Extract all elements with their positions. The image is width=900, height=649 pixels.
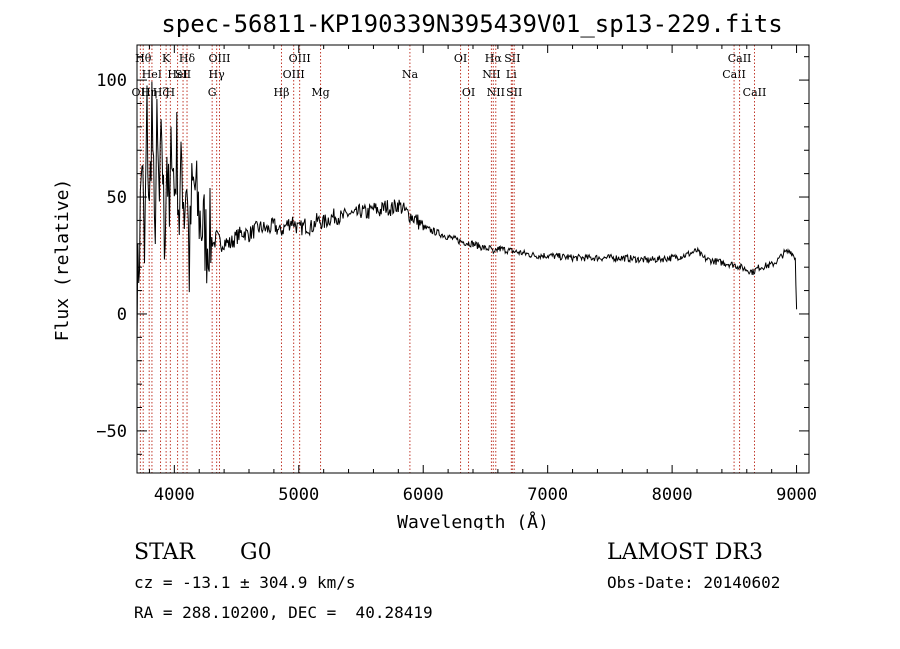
line-label-12: OIII (208, 52, 230, 65)
line-label-24: SII (504, 52, 520, 65)
line-label-6: H (166, 86, 176, 99)
axis-ticks: 4000 5000 6000 7000 8000 9000 −50 0 50 100 (96, 45, 817, 505)
plot-frame (136, 44, 810, 474)
line-label-26: CaII (722, 68, 746, 81)
line-label-27: CaII (728, 52, 752, 65)
spectrum-chart: spec-56811-KP190339N395439V01_sp13-229.f… (52, 10, 817, 530)
coordinates: RA = 288.10200, DEC = 40.28419 (134, 603, 433, 622)
line-label-0: OII (132, 86, 150, 99)
object-class: STAR (134, 540, 195, 565)
line-label-1: Hθ (135, 52, 152, 65)
y-tick-label-1: 0 (117, 305, 127, 325)
line-label-14: OIII (283, 68, 305, 81)
line-label-18: OI (454, 52, 467, 65)
line-label-25: SII (506, 86, 522, 99)
line-label-2: Hη (141, 86, 157, 99)
x-tick-label-2: 6000 (403, 485, 444, 505)
line-label-16: Mg (311, 86, 329, 99)
line-label-17: Na (402, 68, 419, 81)
line-label-10: G (208, 86, 217, 99)
observation-date: Obs-Date: 20140602 (607, 573, 781, 592)
line-label-5: K (162, 52, 171, 65)
spectral-lines: OIIHθHηHeIHζKHHeISIIHδGHγOIIIHβOIIIOIIIM… (132, 45, 767, 473)
line-label-23: Li (506, 68, 517, 81)
y-tick-label-2: 50 (107, 188, 127, 208)
line-label-4: Hζ (153, 86, 169, 99)
redshift-velocity: cz = -13.1 ± 304.9 km/s (134, 573, 356, 592)
series-layer (136, 81, 798, 350)
y-axis-label: Flux (relative) (52, 179, 73, 342)
line-label-15: OIII (289, 52, 311, 65)
x-tick-label-3: 7000 (527, 485, 568, 505)
line-label-13: Hβ (274, 86, 290, 99)
x-tick-label-4: 8000 (652, 485, 693, 505)
x-axis-label: Wavelength (Å) (397, 511, 549, 530)
line-label-9: Hδ (179, 52, 196, 65)
line-label-19: OI (462, 86, 475, 99)
line-label-11: Hγ (209, 68, 226, 81)
series-flux (136, 81, 798, 350)
line-label-3: HeI (142, 68, 162, 81)
line-label-21: Hα (485, 52, 503, 65)
chart-title: spec-56811-KP190339N395439V01_sp13-229.f… (161, 10, 782, 38)
x-tick-label-0: 4000 (154, 485, 195, 505)
y-tick-label-3: 100 (96, 71, 127, 91)
x-tick-label-1: 5000 (278, 485, 319, 505)
line-label-28: CaII (743, 86, 767, 99)
object-subclass: G0 (240, 540, 272, 565)
line-label-8: SII (175, 68, 191, 81)
line-label-22: NII (487, 86, 505, 99)
line-label-20: NII (482, 68, 500, 81)
y-tick-label-0: −50 (96, 422, 127, 442)
x-tick-label-5: 9000 (776, 485, 817, 505)
survey-name: LAMOST DR3 (607, 540, 763, 565)
